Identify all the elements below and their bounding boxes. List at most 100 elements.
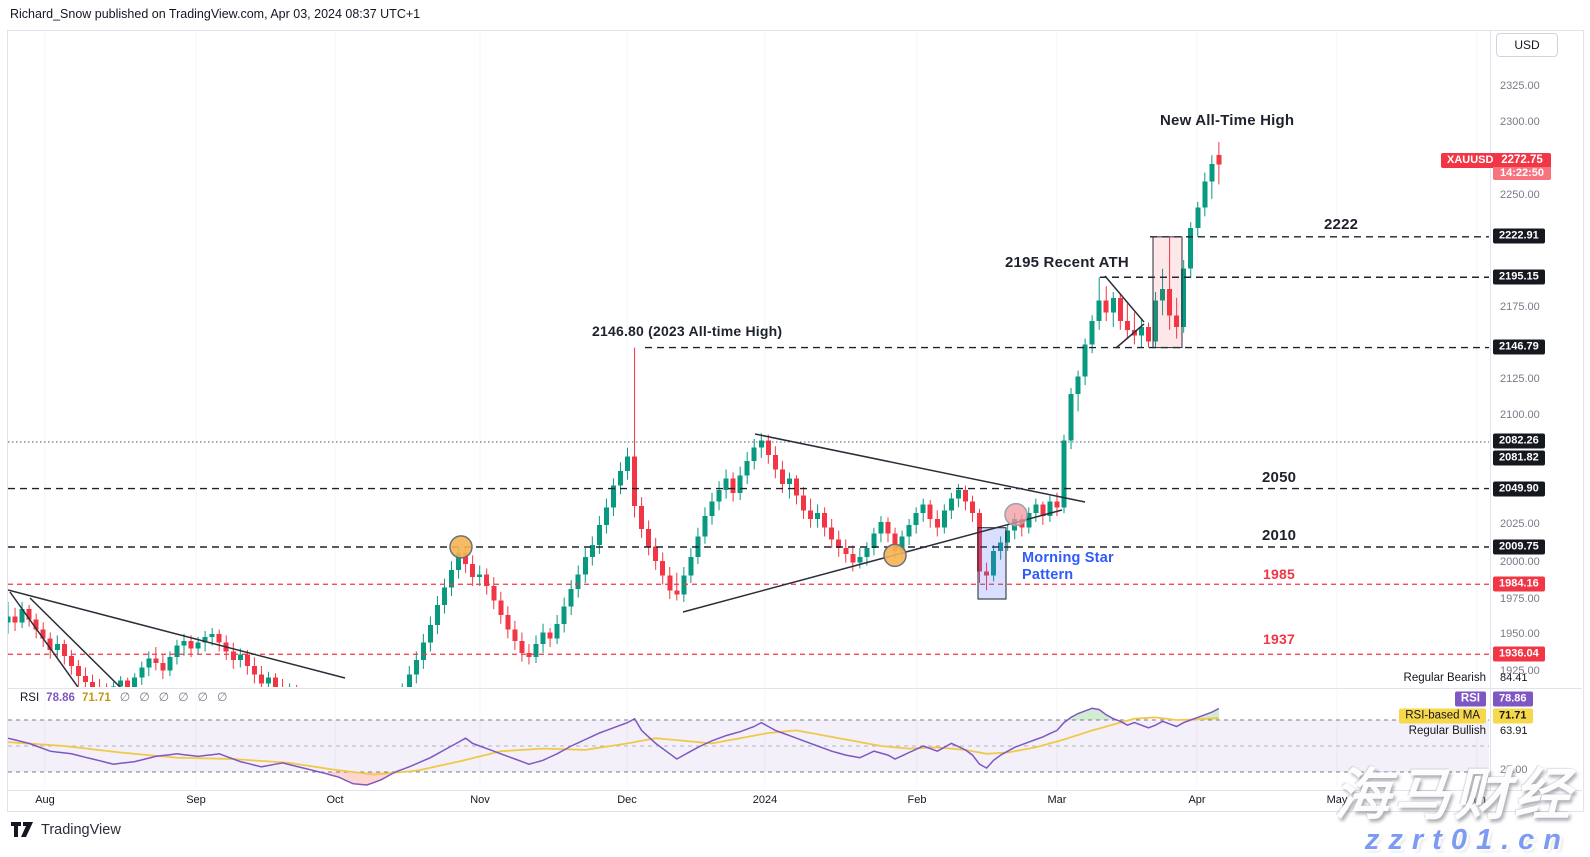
candle-body [786,478,792,485]
candle-body [1089,321,1095,345]
candle-body [449,569,455,588]
candle-body [1103,300,1109,313]
candle-body [857,556,863,563]
trendline [9,591,79,687]
candle-body [1202,181,1208,208]
price-axis-label: 1984.16 [1493,576,1545,592]
pane-separator [8,688,1582,689]
candle-body [977,513,983,572]
price-axis-label: 2100.00 [1500,409,1540,421]
candle-body [1040,504,1046,517]
price-axis-label: 63.91 [1500,725,1528,737]
candle-body [533,644,539,658]
annotation-text: Morning Star [1022,550,1114,566]
currency-toggle-button[interactable]: USD [1496,33,1558,57]
month-gridlines [44,31,1478,787]
candle-body [801,495,807,511]
time-axis-separator [8,790,1582,791]
price-axis-label: 71.71 [1493,708,1533,724]
candle-body [554,623,560,639]
trendline [8,589,346,679]
candle-body [258,674,264,684]
rsi-indicator-title: RSI [20,692,40,704]
price-axis-label: 2222.91 [1493,228,1545,244]
time-axis-label: Oct [326,794,344,806]
candle-body [1005,530,1011,543]
rsi-ma-value: 71.71 [81,692,111,704]
candle-body [589,545,595,557]
candle-body [1033,504,1039,514]
candle-body [1216,155,1222,165]
candle-body [519,641,525,653]
candle-body [47,638,53,650]
symbol-price-label: XAUUSD [1441,153,1500,168]
tradingview-logo-text[interactable]: TradingView [41,822,121,838]
indicator-status-label: Regular Bearish [1403,672,1486,684]
candle-body [202,636,208,643]
price-axis-label: 78.86 [1493,691,1533,707]
candle-body [427,625,433,643]
rsi-line [8,707,1220,786]
indicator-status-label: RSI-based MA [1399,708,1486,724]
candle-body [40,629,46,639]
candle-body [188,641,194,649]
price-axis-separator [1490,31,1491,790]
candle-body [674,590,680,595]
candle-body [1075,376,1081,394]
candle-body [1160,289,1166,301]
rsi-legend[interactable]: RSI 78.86 71.71 ∅ ∅ ∅ ∅ ∅ ∅ [20,690,227,704]
candle-body [969,501,975,514]
candle-body [610,485,616,508]
rsi-overbought-fill [1067,708,1117,720]
time-axis-label: Nov [470,794,490,806]
candle-body [765,440,771,455]
tradingview-logo-icon[interactable] [11,820,34,840]
empty-input-icon: ∅ [119,690,131,704]
candle-body [758,440,764,448]
candle-body [1068,393,1074,441]
candles-layer [8,142,1222,687]
candle-body [991,551,997,576]
annotation-text: 2146.80 (2023 All-time High) [592,323,783,339]
drawings-layer [8,236,1183,687]
candle-body [1117,297,1123,322]
bar-countdown: 14:22:50 [1493,167,1552,180]
rsi-value: 78.86 [46,692,75,704]
empty-input-icon: ∅ [178,690,189,704]
candle-body [216,633,222,643]
candle-body [26,609,32,620]
trendline [29,597,121,687]
candle-body [181,641,187,646]
candle-body [716,489,722,502]
candle-body [12,616,18,623]
annotation-text: New All-Time High [1160,112,1295,129]
candle-body [667,575,673,591]
rsi-ma-line [8,716,1219,776]
trendline [754,433,1086,503]
candle-body [195,642,201,649]
candle-body [871,533,877,549]
empty-input-icon: ∅ [139,690,150,704]
candle-body [1082,344,1088,377]
candle-body [850,553,856,563]
candle-body [139,667,145,678]
indicator-status-label: Regular Bullish [1408,725,1486,737]
annotation-text: 2050 [1262,469,1297,486]
candle-body [639,505,645,530]
annotation-text: 2195 Recent ATH [1005,254,1129,271]
highlight-box [1152,236,1183,349]
price-axis-label: 2081.82 [1493,450,1545,466]
candle-body [603,507,609,525]
candle-body [125,680,131,687]
candle-body [829,527,835,540]
time-axis-label: Mar [1047,794,1067,806]
candle-body [54,644,60,650]
chart-frame [7,30,1584,812]
time-axis-label: Feb [907,794,927,806]
price-axis-label: 2049.90 [1493,481,1545,497]
candle-body [1054,501,1060,508]
candle-body [653,546,659,562]
candle-body [526,652,532,658]
candle-body [899,536,905,552]
